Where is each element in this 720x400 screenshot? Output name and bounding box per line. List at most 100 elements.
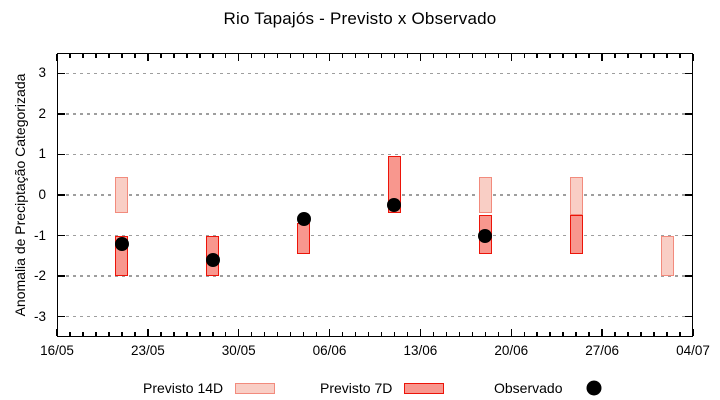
legend-label-previsto-14d: Previsto 14D [143, 380, 224, 396]
x-tick-minor-top [134, 54, 136, 58]
x-tick-minor-top [432, 54, 435, 58]
x-tick-minor [315, 332, 318, 336]
bar-previsto-14d [569, 176, 583, 216]
x-tick-minor [406, 332, 409, 336]
x-tick-minor [173, 332, 175, 336]
chart-title: Rio Tapajós - Previsto x Observado [223, 9, 497, 28]
x-tick-major-top [692, 54, 694, 61]
x-tick-minor [289, 332, 292, 336]
y-tick-label: 0 [38, 187, 46, 202]
x-tick-minor-top [173, 54, 175, 58]
x-tick-major-top [510, 54, 513, 61]
x-tick-minor [69, 332, 71, 336]
y-tick-left [58, 315, 65, 318]
x-tick-minor [458, 332, 461, 336]
x-tick-minor [666, 332, 668, 336]
x-tick-minor-top [380, 54, 383, 58]
observado-dot [114, 236, 129, 251]
x-tick-minor [302, 332, 305, 336]
bar-previsto-14d [478, 176, 492, 214]
x-tick-minor-top [653, 54, 655, 58]
x-tick-minor [95, 332, 97, 336]
x-tick-minor-top [276, 54, 279, 58]
y-tick-right [685, 72, 692, 75]
gridline [59, 194, 691, 196]
x-tick-minor [186, 332, 188, 336]
x-tick-minor [212, 332, 214, 336]
x-tick-minor [108, 332, 110, 336]
x-tick-label: 23/05 [130, 343, 165, 358]
x-tick-minor [432, 332, 435, 336]
gridline [59, 153, 691, 156]
x-tick-minor-top [666, 54, 668, 58]
x-tick-major-top [601, 54, 603, 61]
x-tick-minor [199, 332, 201, 336]
x-tick-minor [121, 332, 123, 336]
x-tick-minor-top [627, 54, 629, 58]
x-tick-minor-top [289, 54, 292, 58]
gridline [59, 275, 691, 277]
x-tick-major-top [56, 54, 58, 61]
x-tick-minor [250, 332, 253, 336]
x-tick-minor [523, 332, 525, 336]
x-tick-minor-top [354, 54, 357, 58]
x-tick-major-top [328, 54, 331, 61]
x-tick-minor-top [263, 54, 266, 58]
x-tick-major-top [237, 54, 240, 61]
x-tick-minor-top [302, 54, 305, 58]
x-tick-minor-top [562, 54, 564, 58]
y-tick-label: 3 [38, 65, 46, 81]
gridline [59, 315, 691, 318]
x-tick-minor-top [82, 54, 84, 58]
x-tick-major [147, 329, 149, 336]
x-tick-label: 20/06 [494, 343, 529, 358]
x-tick-minor [134, 332, 136, 336]
x-tick-minor [380, 332, 383, 336]
y-tick-left [58, 72, 65, 75]
x-tick-minor [640, 332, 642, 336]
x-tick-major [56, 329, 58, 336]
x-tick-major-top [147, 54, 149, 61]
x-tick-minor [445, 332, 448, 336]
bar-previsto-14d [660, 235, 674, 277]
x-tick-label: 06/06 [312, 343, 347, 358]
x-tick-minor-top [497, 54, 500, 58]
gridline [59, 113, 691, 115]
y-tick-right [685, 194, 692, 196]
x-tick-minor [614, 332, 616, 336]
x-tick-minor [627, 332, 629, 336]
x-tick-minor-top [679, 54, 681, 58]
x-tick-minor-top [523, 54, 525, 58]
y-tick-label: -2 [33, 268, 46, 284]
y-tick-label: 1 [38, 146, 46, 162]
observado-dot [387, 198, 402, 213]
x-tick-minor-top [160, 54, 162, 58]
x-tick-minor-top [406, 54, 409, 58]
x-tick-minor-top [484, 54, 487, 58]
x-tick-minor-top [341, 54, 344, 58]
observado-dot-swatch [574, 380, 614, 396]
x-tick-minor [263, 332, 266, 336]
y-tick-label: -1 [33, 227, 46, 243]
x-tick-major [692, 329, 694, 336]
x-tick-minor-top [445, 54, 448, 58]
x-tick-label: 30/05 [221, 343, 256, 358]
x-tick-minor-top [250, 54, 253, 58]
x-tick-minor-top [588, 54, 590, 58]
legend-item-observado: Observado [494, 379, 614, 397]
x-tick-minor-top [536, 54, 538, 58]
x-tick-minor-top [549, 54, 551, 58]
x-tick-minor [341, 332, 344, 336]
observado-dot [296, 212, 311, 227]
bar-previsto-14d [115, 176, 129, 214]
bar-previsto-7d [569, 215, 583, 254]
bar-previsto-7d [297, 223, 311, 254]
legend-label-observado: Observado [494, 380, 563, 396]
y-tick-left [58, 194, 65, 196]
y-tick-right [685, 315, 692, 318]
x-tick-minor [549, 332, 551, 336]
y-tick-left [58, 275, 65, 277]
x-tick-minor-top [367, 54, 370, 58]
y-tick-label: -3 [33, 308, 46, 324]
